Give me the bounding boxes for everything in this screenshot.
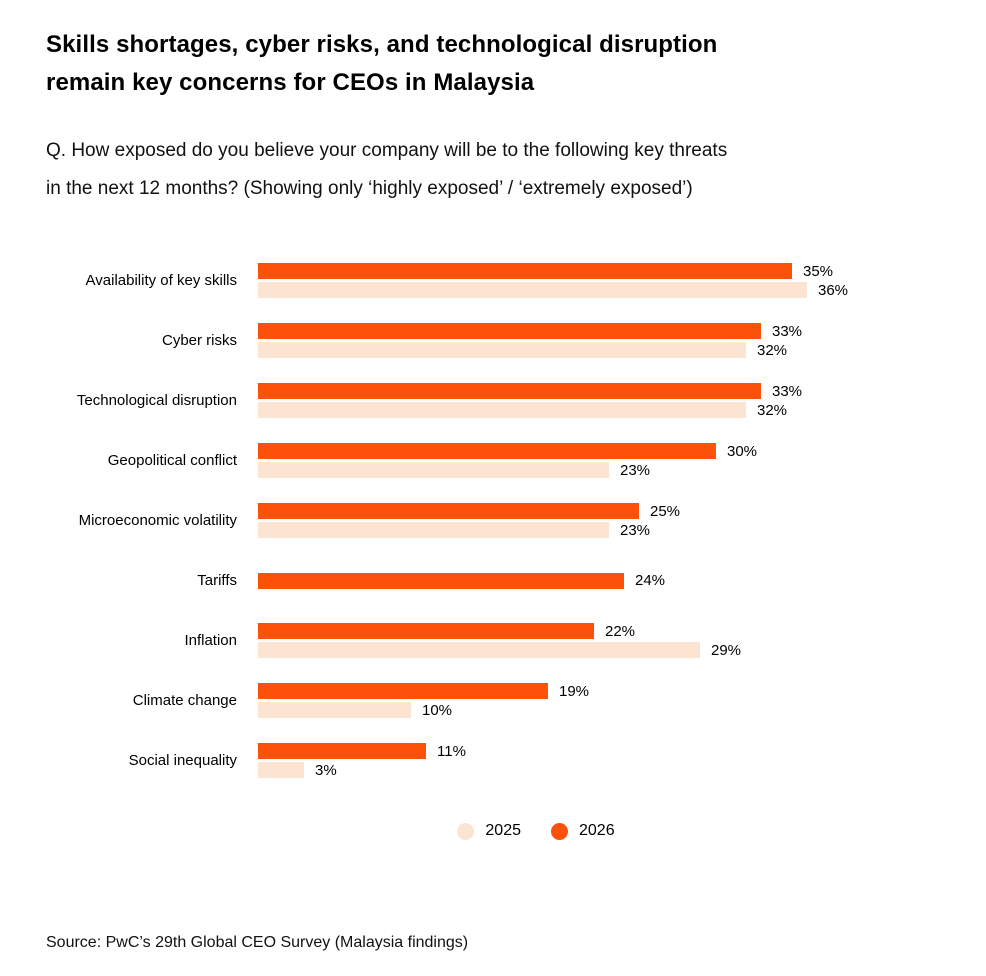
- survey-question-line-2: in the next 12 months? (Showing only ‘hi…: [46, 178, 693, 199]
- category-label: Climate change: [132, 691, 237, 709]
- value-label: 23%: [620, 461, 651, 479]
- legend-label: 2025: [485, 822, 521, 839]
- category-label: Cyber risks: [161, 331, 237, 349]
- bar-line-2025: 23%: [258, 461, 926, 479]
- bar-2025-climate-change: [258, 702, 411, 718]
- bar-2026-inflation: [258, 623, 594, 639]
- value-label: 24%: [635, 572, 666, 589]
- legend-item-2026: 2026: [551, 822, 615, 840]
- bar-line-2026: 22%: [258, 622, 926, 640]
- legend-label: 2026: [579, 822, 615, 839]
- chart-row-technological-disruption: Technological disruption 33% 32%: [46, 382, 926, 419]
- value-label: 3%: [315, 761, 337, 779]
- bar-line-2025: 29%: [258, 641, 926, 659]
- value-label: 32%: [757, 341, 788, 359]
- page-title-line-2: remain key concerns for CEOs in Malaysia: [46, 69, 535, 96]
- bar-2025-inflation: [258, 642, 700, 658]
- bar-2025-availability-of-key-skills: [258, 282, 807, 298]
- bar-2026-climate-change: [258, 683, 548, 699]
- bar-2026-cyber-risks: [258, 323, 761, 339]
- survey-question: Q. How exposed do you believe your compa…: [46, 132, 940, 208]
- value-label: 29%: [711, 641, 742, 659]
- bar-line-2026: 24%: [258, 572, 926, 589]
- value-label: 25%: [650, 502, 681, 520]
- chart-row-cyber-risks: Cyber risks 33% 32%: [46, 322, 926, 359]
- bar-group: 19% 10%: [258, 682, 926, 719]
- value-label: 32%: [757, 401, 788, 419]
- chart-row-climate-change: Climate change 19% 10%: [46, 682, 926, 719]
- bar-chart: Availability of key skills 35% 36% Cyber ri…: [46, 262, 926, 779]
- chart-row-microeconomic-volatility: Microeconomic volatility 25% 23%: [46, 502, 926, 539]
- source-note: Source: PwC’s 29th Global CEO Survey (Ma…: [46, 934, 469, 951]
- bar-group: 35% 36%: [258, 262, 926, 299]
- bar-line-2026: 11%: [258, 742, 926, 760]
- page-title-line-1: Skills shortages, cyber risks, and techn…: [46, 31, 718, 58]
- bar-line-2025: 36%: [258, 281, 926, 299]
- bar-group: 25% 23%: [258, 502, 926, 539]
- bar-2026-availability-of-key-skills: [258, 263, 792, 279]
- bar-line-2026: 33%: [258, 322, 926, 340]
- bar-group: 24%: [258, 563, 926, 598]
- bar-2026-microeconomic-volatility: [258, 503, 639, 519]
- bar-line-2026: 33%: [258, 382, 926, 400]
- chart-row-tariffs: Tariffs 24%: [46, 563, 926, 598]
- bar-line-2025: 32%: [258, 341, 926, 359]
- bar-line-2025: 23%: [258, 521, 926, 539]
- category-label: Microeconomic volatility: [78, 511, 237, 529]
- bar-2025-geopolitical-conflict: [258, 462, 609, 478]
- chart-row-inflation: Inflation 22% 29%: [46, 622, 926, 659]
- category-label: Inflation: [184, 631, 237, 649]
- value-label: 30%: [727, 442, 758, 460]
- bar-2026-tariffs: [258, 572, 624, 589]
- bar-2025-cyber-risks: [258, 342, 746, 358]
- bar-line-2026: 35%: [258, 262, 926, 280]
- value-label: 36%: [818, 281, 849, 299]
- bar-line-2025: 3%: [258, 761, 926, 779]
- legend-dot-icon: [457, 822, 475, 840]
- bar-2025-technological-disruption: [258, 402, 746, 418]
- category-label: Tariffs: [197, 571, 237, 589]
- legend-item-2025: 2025: [457, 822, 521, 840]
- chart-row-availability-of-key-skills: Availability of key skills 35% 36%: [46, 262, 926, 299]
- bar-group: 33% 32%: [258, 382, 926, 419]
- legend-dot-icon: [551, 822, 568, 840]
- bar-line-2025: 10%: [258, 701, 926, 719]
- value-label: 22%: [605, 622, 636, 640]
- bar-line-2025: 32%: [258, 401, 926, 419]
- bar-line-2026: 25%: [258, 502, 926, 520]
- value-label: 23%: [620, 521, 651, 539]
- bar-line-2026: 19%: [258, 682, 926, 700]
- value-label: 33%: [772, 382, 803, 400]
- page-title: Skills shortages, cyber risks, and techn…: [46, 26, 940, 102]
- bar-2025-microeconomic-volatility: [258, 522, 609, 538]
- value-label: 19%: [559, 682, 590, 700]
- page: Skills shortages, cyber risks, and techn…: [0, 26, 986, 976]
- chart-row-geopolitical-conflict: Geopolitical conflict 30% 23%: [46, 442, 926, 479]
- bar-2026-social-inequality: [258, 743, 426, 759]
- bar-group: 33% 32%: [258, 322, 926, 359]
- bar-2026-technological-disruption: [258, 383, 761, 399]
- value-label: 33%: [772, 322, 803, 340]
- category-label: Geopolitical conflict: [107, 451, 237, 469]
- bar-group: 11% 3%: [258, 742, 926, 779]
- value-label: 10%: [422, 701, 453, 719]
- value-label: 11%: [437, 742, 466, 760]
- category-label: Technological disruption: [76, 391, 237, 409]
- bar-group: 22% 29%: [258, 622, 926, 659]
- value-label: 35%: [803, 262, 834, 280]
- chart-legend: 2025 2026: [258, 822, 814, 840]
- bar-2026-geopolitical-conflict: [258, 443, 716, 459]
- bar-line-2026: 30%: [258, 442, 926, 460]
- category-label: Social inequality: [128, 751, 237, 769]
- survey-question-line-1: Q. How exposed do you believe your compa…: [46, 140, 728, 161]
- bar-group: 30% 23%: [258, 442, 926, 479]
- bar-2025-social-inequality: [258, 762, 304, 778]
- category-label: Availability of key skills: [85, 271, 237, 289]
- chart-row-social-inequality: Social inequality 11% 3%: [46, 742, 926, 779]
